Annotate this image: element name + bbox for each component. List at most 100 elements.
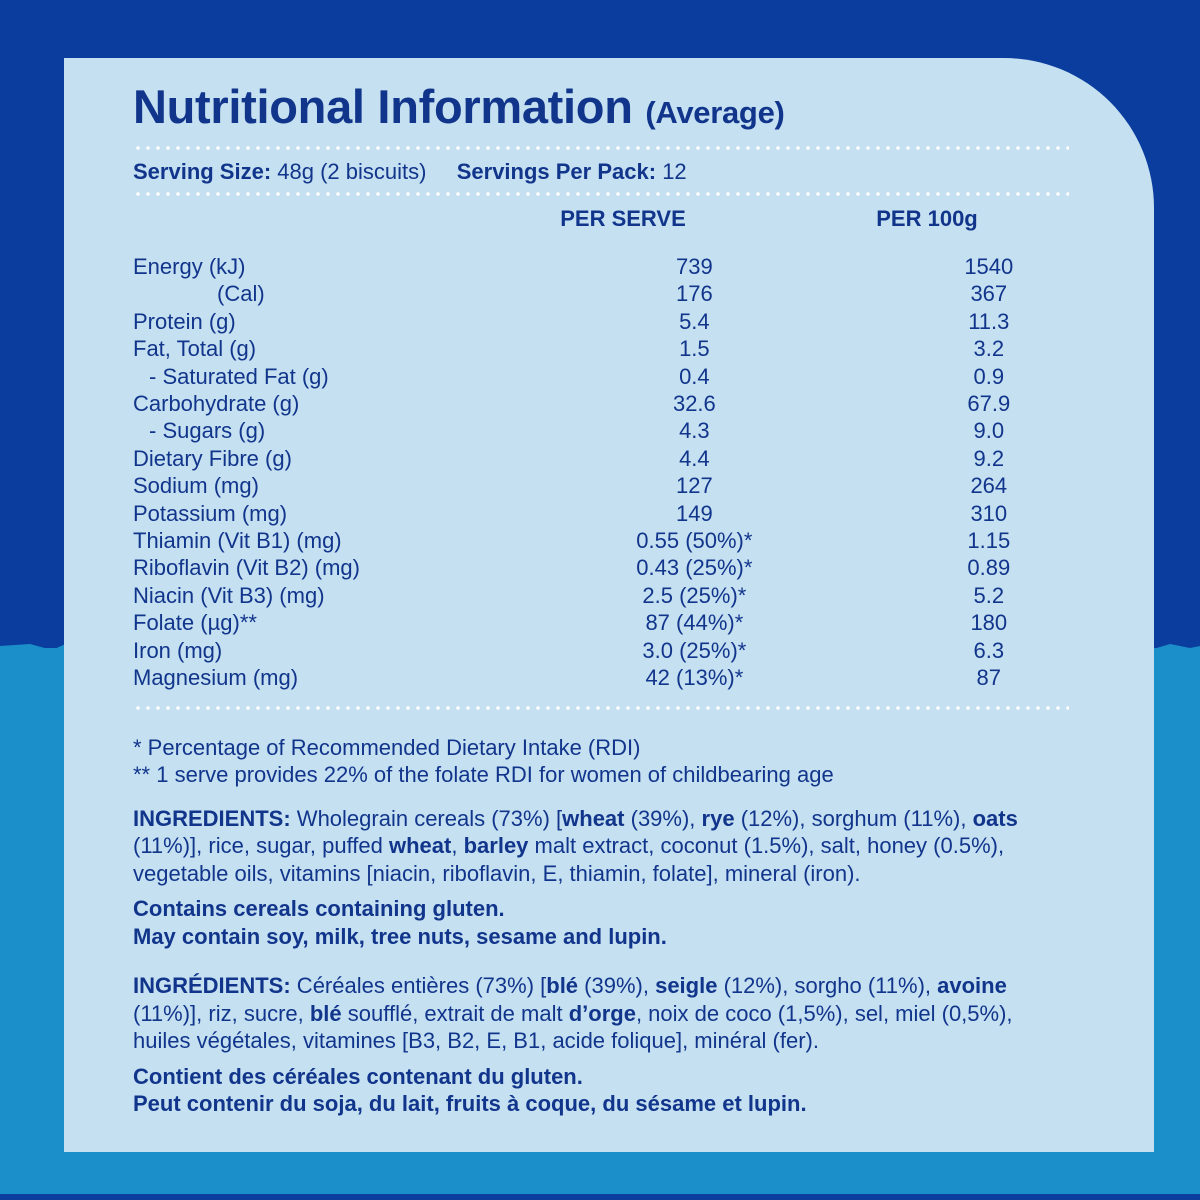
per-100g-value-cell: 1.15 <box>909 527 1069 554</box>
ingredients-heading: INGREDIENTS: <box>133 805 291 831</box>
per-serve-value-cell: 176 <box>614 280 774 307</box>
per-serve-value-cell: 3.0 (25%)* <box>614 637 774 664</box>
ingredients-text: malt extract, coconut (1.5%), salt, hone… <box>133 833 1005 886</box>
spacer-cell <box>775 500 909 527</box>
allergen-line: Contains cereals containing gluten. <box>133 896 505 921</box>
nutrition-row: Folate (µg)** 87 (44%)* 180 <box>133 609 1069 636</box>
nutrient-label: Thiamin (Vit B1) (mg) <box>133 528 342 554</box>
spacer-cell <box>775 472 909 499</box>
nutrient-label-cell: Carbohydrate (g) <box>133 390 614 417</box>
nutrient-label-cell: Protein (g) <box>133 308 614 335</box>
allergen-word: blé <box>309 1000 342 1026</box>
per-serve-value: 3.0 (25%)* <box>642 637 747 663</box>
ingredients-heading: INGRÉDIENTS: <box>133 973 291 998</box>
spacer-cell <box>775 363 909 390</box>
ingredients-text: Céréales entières (73%) [ <box>290 973 547 998</box>
nutrient-label-cell: Dietary Fibre (g) <box>133 445 614 472</box>
spacer-cell <box>775 582 909 609</box>
per-100g-value-cell: 367 <box>909 280 1069 307</box>
per-serve-value-cell: 739 <box>614 253 774 280</box>
ingredients-text: Wholegrain cereals (73%) [ <box>290 805 563 831</box>
per-serve-value-cell: 0.55 (50%)* <box>614 527 774 554</box>
nutrient-label: (Cal) <box>217 281 265 307</box>
spacer-cell <box>775 308 909 335</box>
per-100g-value-cell: 87 <box>909 664 1069 691</box>
per-serve-value-cell: 32.6 <box>614 390 774 417</box>
servings-per-pack-value: 12 <box>662 159 687 184</box>
ingredients-text: (12%), sorgho (11%), <box>717 973 938 998</box>
nutrient-label-cell: - Sugars (g) <box>133 417 614 444</box>
nutrient-label: Dietary Fibre (g) <box>133 445 292 471</box>
per-100g-value-cell: 67.9 <box>909 390 1069 417</box>
ingredients-text: (39%), <box>578 973 656 998</box>
per-100g-value-cell: 264 <box>909 472 1069 499</box>
footnotes: * Percentage of Recommended Dietary Inta… <box>133 734 1069 789</box>
spacer-cell <box>775 527 909 554</box>
per-serve-value: 42 (13%)* <box>645 665 744 691</box>
nutrition-row: Iron (mg) 3.0 (25%)* 6.3 <box>133 637 1069 664</box>
nutrient-label: Fat, Total (g) <box>133 336 257 362</box>
allergen-word: oats <box>972 805 1018 831</box>
per-serve-value: 1.5 <box>679 336 710 362</box>
nutrition-row: Protein (g) 5.4 11.3 <box>133 308 1069 335</box>
panel-content: Nutritional Information (Average) Servin… <box>133 80 1069 1118</box>
allergen-word: avoine <box>937 973 1007 998</box>
nutrient-label: Iron (mg) <box>133 637 223 663</box>
per-100g-value: 310 <box>970 500 1008 526</box>
spacer-cell <box>775 280 909 307</box>
nutrient-label-cell: Sodium (mg) <box>133 472 614 499</box>
nutrient-label-cell: Energy (kJ) <box>133 253 614 280</box>
nutrition-row: Sodium (mg) 127 264 <box>133 472 1069 499</box>
nutrition-row: Niacin (Vit B3) (mg) 2.5 (25%)* 5.2 <box>133 582 1069 609</box>
nutrient-label: Protein (g) <box>133 308 236 334</box>
per-100g-value: 6.3 <box>973 637 1005 663</box>
per-serve-value-cell: 0.43 (25%)* <box>614 554 774 581</box>
per-serve-value-cell: 42 (13%)* <box>614 664 774 691</box>
per-100g-value: 0.9 <box>973 363 1005 389</box>
nutrient-label-cell: - Saturated Fat (g) <box>133 363 614 390</box>
spacer-cell <box>775 554 909 581</box>
allergen-statement-english: Contains cereals containing gluten. May … <box>133 895 1069 950</box>
per-100g-value: 1.15 <box>967 528 1011 554</box>
ingredients-text: (39%), <box>624 805 702 831</box>
ingredients-text: , <box>451 833 464 858</box>
ingredients-text: (11%)], riz, sucre, <box>133 1000 310 1026</box>
nutrient-label: Sodium (mg) <box>133 473 259 499</box>
allergen-line: Contient des céréales contenant du glute… <box>133 1063 583 1089</box>
footnote-folate: ** 1 serve provides 22% of the folate RD… <box>133 762 834 787</box>
per-serve-value: 5.4 <box>679 308 710 334</box>
nutrient-label-cell: Potassium (mg) <box>133 500 614 527</box>
ingredients-text: (12%), sorghum (11%), <box>734 805 973 831</box>
ingredients-text: (11%)], rice, sugar, puffed <box>133 833 389 858</box>
nutrition-row: - Saturated Fat (g) 0.4 0.9 <box>133 363 1069 390</box>
nutrient-label-cell: Folate (µg)** <box>133 609 614 636</box>
per-100g-value: 9.0 <box>973 418 1005 444</box>
per-serve-value: 176 <box>676 281 713 307</box>
nutrition-row: Energy (kJ) 739 1540 <box>133 253 1069 280</box>
spacer-cell <box>775 445 909 472</box>
per-serve-value-cell: 5.4 <box>614 308 774 335</box>
allergen-word: barley <box>463 833 529 858</box>
nutrient-label: Energy (kJ) <box>133 254 246 279</box>
per-100g-value: 5.2 <box>973 582 1005 608</box>
per-100g-value: 1540 <box>964 254 1014 279</box>
per-100g-value-cell: 0.89 <box>909 554 1069 581</box>
footnote-rdi: * Percentage of Recommended Dietary Inta… <box>133 734 641 760</box>
allergen-word: seigle <box>655 973 718 998</box>
per-100g-value: 87 <box>976 665 1002 691</box>
allergen-word: blé <box>546 973 579 998</box>
per-100g-value-cell: 0.9 <box>909 363 1069 390</box>
nutrition-panel: Nutritional Information (Average) Servin… <box>64 58 1154 1152</box>
per-100g-value-cell: 9.2 <box>909 445 1069 472</box>
nutrition-row: Potassium (mg) 149 310 <box>133 500 1069 527</box>
allergen-word: rye <box>701 805 735 831</box>
nutrient-label-cell: Riboflavin (Vit B2) (mg) <box>133 554 614 581</box>
serving-info: Serving Size: 48g (2 biscuits) Servings … <box>133 156 1069 188</box>
per-100g-value-cell: 3.2 <box>909 335 1069 362</box>
title-main: Nutritional Information <box>133 80 633 133</box>
dotted-divider <box>133 705 1069 710</box>
nutrient-label-cell: Magnesium (mg) <box>133 664 614 691</box>
per-serve-value: 739 <box>676 254 713 279</box>
spacer-cell <box>775 609 909 636</box>
nutrient-label-cell: Fat, Total (g) <box>133 335 614 362</box>
